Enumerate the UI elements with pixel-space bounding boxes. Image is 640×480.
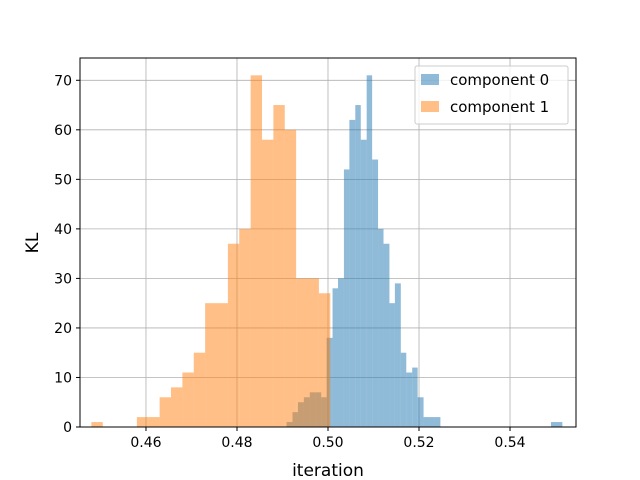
bar-component-1 [205,303,217,427]
bar-component-1 [318,293,331,427]
bar-component-0 [434,417,441,427]
bar-component-0 [406,372,413,427]
bar-component-1 [250,75,263,427]
bar-component-1 [171,387,183,427]
bar-component-1 [136,417,149,427]
bar-component-1 [216,303,228,427]
legend-label-component-0: component 0 [450,71,549,89]
bar-component-0 [360,139,367,427]
histogram-bars [91,75,563,428]
bar-component-0 [378,228,384,427]
y-tick-label: 50 [54,172,72,188]
bar-component-1 [193,352,206,427]
bar-component-1 [159,397,172,427]
bar-component-0 [412,367,418,427]
y-tick-label: 20 [54,321,72,337]
x-tick-label: 0.48 [221,435,252,451]
bar-component-1 [227,243,240,427]
bar-component-1 [273,105,285,428]
bar-component-0 [394,283,401,427]
bar-component-0 [338,278,344,427]
bar-component-0 [400,352,407,427]
y-tick-label: 70 [54,73,72,89]
x-axis-label: iteration [292,461,364,480]
y-tick-label: 40 [54,222,72,238]
y-axis-label: KL [23,232,43,253]
x-tick-label: 0.50 [312,435,343,451]
legend-swatch-component-1 [421,101,439,112]
bar-component-0 [349,119,356,427]
bar-component-1 [284,129,297,427]
x-tick-label: 0.52 [403,435,434,451]
legend-swatch-component-0 [421,74,439,85]
legend: component 0 component 1 [414,65,569,125]
bar-component-0 [372,159,379,427]
y-tick-label: 0 [63,420,72,436]
bar-component-1 [239,228,251,427]
bar-component-0 [423,417,430,427]
bar-component-0 [389,303,395,427]
bar-component-0 [355,105,361,428]
legend-box [414,65,569,125]
bar-component-1 [182,372,194,427]
x-tick-label: 0.46 [130,435,161,451]
bar-component-0 [383,243,390,427]
y-tick-label: 30 [54,271,72,287]
y-tick-label: 10 [54,370,72,386]
bar-component-0 [332,288,339,427]
x-tick-label: 0.54 [494,435,525,451]
bar-component-0 [343,169,350,428]
grid-lines [80,58,576,428]
bar-component-1 [307,278,319,427]
bar-component-0 [429,417,435,427]
bar-component-1 [91,422,103,427]
axis-ticks: 0.46 0.48 0.50 0.52 0.54 0 10 20 30 40 50 60 70 [54,73,526,451]
bar-component-1 [296,278,308,427]
bar-component-0 [550,422,563,427]
bar-component-0 [366,75,373,427]
bar-component-0 [417,397,424,427]
y-tick-label: 60 [54,123,72,139]
legend-label-component-1: component 1 [450,98,549,116]
bar-component-1 [262,139,274,427]
bar-component-1 [148,417,160,427]
